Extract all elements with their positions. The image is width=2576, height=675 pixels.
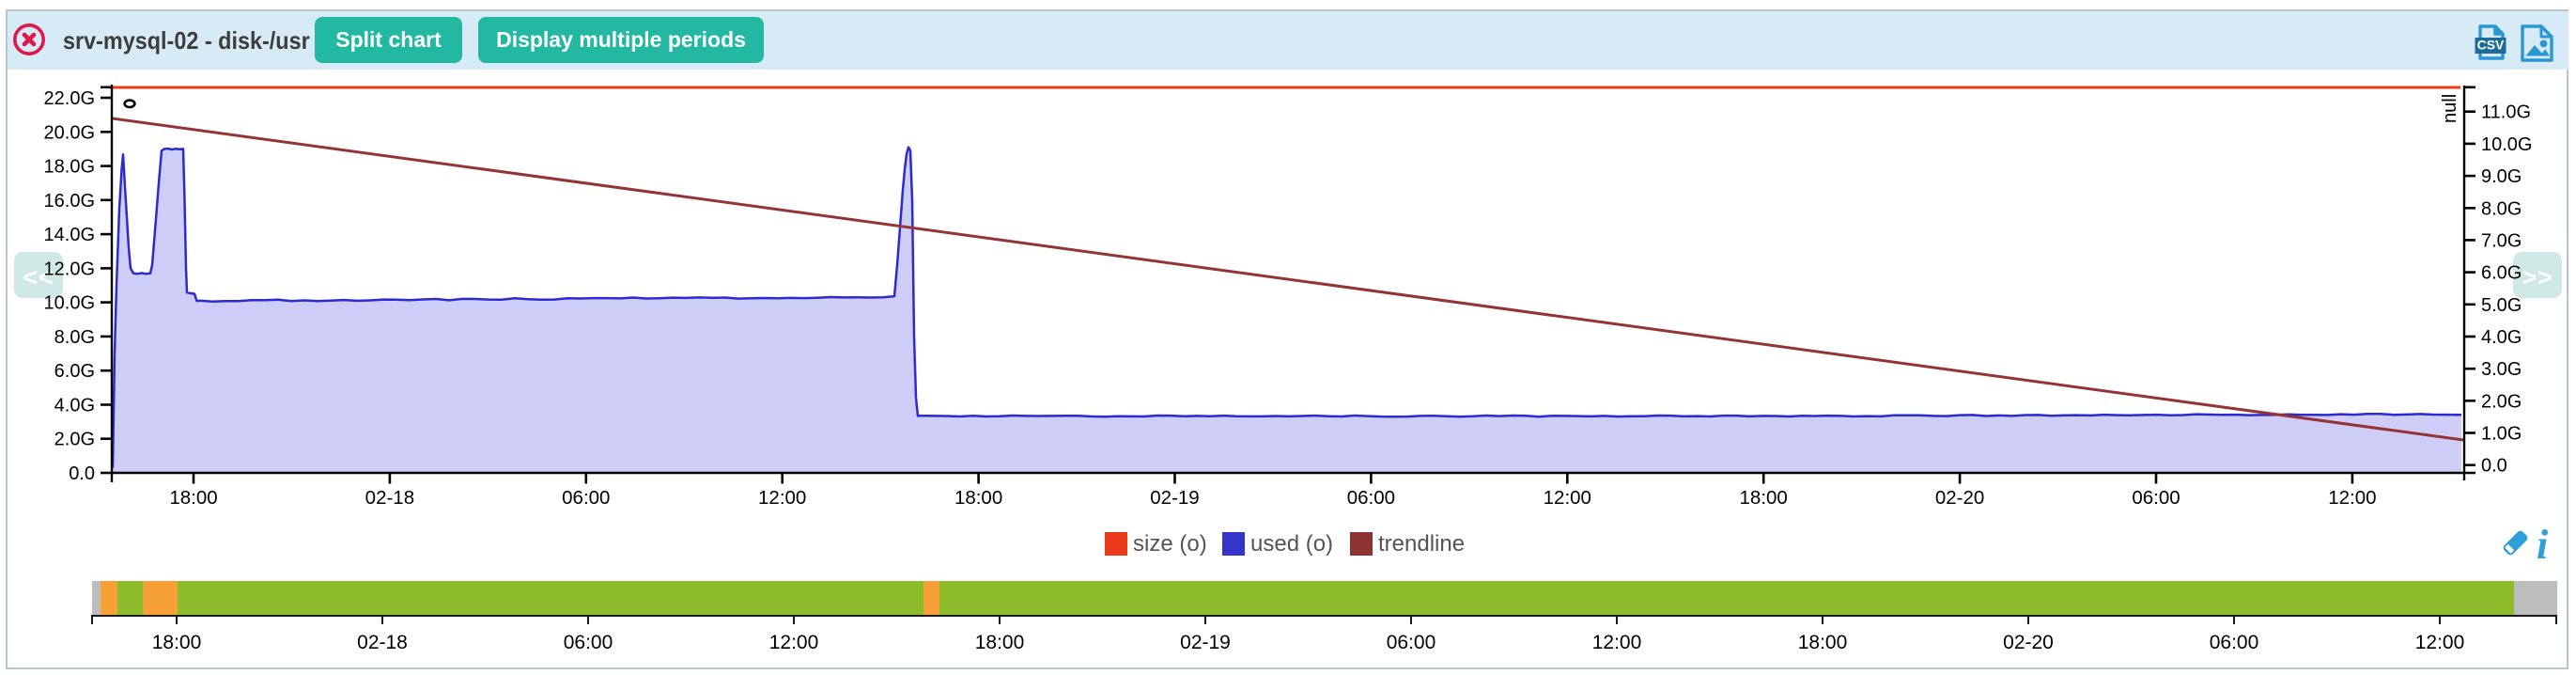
svg-text:4.0G: 4.0G xyxy=(54,396,95,416)
svg-text:9.0G: 9.0G xyxy=(2481,166,2522,187)
svg-text:0.0: 0.0 xyxy=(69,463,95,484)
svg-text:7.0G: 7.0G xyxy=(2481,230,2522,251)
svg-text:1.0G: 1.0G xyxy=(2481,424,2522,445)
svg-text:2.0G: 2.0G xyxy=(2481,391,2522,412)
svg-text:i: i xyxy=(2537,522,2549,568)
svg-text:3.0G: 3.0G xyxy=(2481,359,2522,380)
svg-text:12:00: 12:00 xyxy=(2328,487,2376,509)
svg-text:12:00: 12:00 xyxy=(769,632,819,653)
svg-text:18:00: 18:00 xyxy=(954,487,1002,509)
svg-text:02-18: 02-18 xyxy=(365,487,414,509)
svg-text:6.0G: 6.0G xyxy=(2481,263,2522,284)
svg-text:12:00: 12:00 xyxy=(758,487,806,509)
svg-text:18:00: 18:00 xyxy=(169,487,217,509)
svg-text:12:00: 12:00 xyxy=(1592,632,1642,653)
svg-text:0.0: 0.0 xyxy=(2481,456,2507,477)
svg-text:22.0G: 22.0G xyxy=(44,88,95,109)
svg-text:02-19: 02-19 xyxy=(1150,487,1199,509)
svg-text:5.0G: 5.0G xyxy=(2481,295,2522,316)
svg-text:10.0G: 10.0G xyxy=(2481,134,2532,155)
svg-text:8.0G: 8.0G xyxy=(54,327,95,348)
svg-text:CSV: CSV xyxy=(2477,38,2505,53)
svg-text:14.0G: 14.0G xyxy=(44,225,95,245)
svg-text:null: null xyxy=(2440,94,2460,123)
svg-text:02-19: 02-19 xyxy=(1180,632,1231,653)
svg-text:8.0G: 8.0G xyxy=(2481,198,2522,219)
svg-text:02-18: 02-18 xyxy=(357,632,408,653)
svg-text:10.0G: 10.0G xyxy=(44,293,95,314)
svg-text:18:00: 18:00 xyxy=(1740,487,1788,509)
svg-text:20.0G: 20.0G xyxy=(44,122,95,143)
svg-text:02-20: 02-20 xyxy=(2003,632,2054,653)
svg-text:12.0G: 12.0G xyxy=(44,259,95,279)
svg-text:6.0G: 6.0G xyxy=(54,361,95,382)
svg-text:16.0G: 16.0G xyxy=(44,191,95,212)
svg-text:12:00: 12:00 xyxy=(2415,632,2465,653)
svg-text:11.0G: 11.0G xyxy=(2481,102,2531,123)
svg-text:4.0G: 4.0G xyxy=(2481,327,2522,348)
svg-text:18:00: 18:00 xyxy=(975,632,1025,653)
svg-text:06:00: 06:00 xyxy=(562,487,610,509)
svg-text:18:00: 18:00 xyxy=(152,632,202,653)
svg-text:06:00: 06:00 xyxy=(564,632,613,653)
svg-text:2.0G: 2.0G xyxy=(54,430,95,450)
svg-text:12:00: 12:00 xyxy=(1544,487,1591,509)
svg-text:18:00: 18:00 xyxy=(1798,632,1848,653)
svg-text:06:00: 06:00 xyxy=(2132,487,2180,509)
svg-text:trendline: trendline xyxy=(1378,531,1465,557)
svg-text:18.0G: 18.0G xyxy=(44,157,95,178)
svg-text:size (o): size (o) xyxy=(1133,531,1207,557)
svg-text:06:00: 06:00 xyxy=(2210,632,2259,653)
svg-text:02-20: 02-20 xyxy=(1935,487,1984,509)
svg-text:used (o): used (o) xyxy=(1250,531,1333,557)
svg-text:06:00: 06:00 xyxy=(1347,487,1395,509)
svg-text:06:00: 06:00 xyxy=(1387,632,1436,653)
